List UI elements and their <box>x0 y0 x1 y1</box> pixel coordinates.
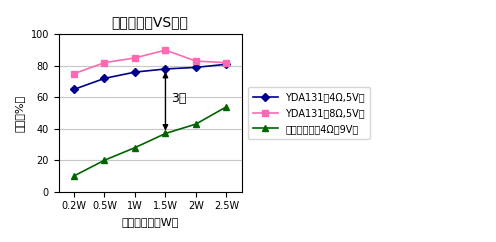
Title: 放大器输出VS效率: 放大器输出VS效率 <box>112 15 188 29</box>
Line: YDA131（4Ω,5V）: YDA131（4Ω,5V） <box>71 61 229 92</box>
模拟放大器（4Ω，9V） <box>102 159 108 162</box>
X-axis label: 放大器输出（W）: 放大器输出（W） <box>122 217 179 227</box>
YDA131（4Ω,5V） <box>71 88 77 91</box>
YDA131（4Ω,5V） <box>193 66 199 69</box>
YDA131（8Ω,5V） <box>224 61 230 64</box>
模拟放大器（4Ω，9V） <box>163 132 169 135</box>
YDA131（8Ω,5V） <box>132 56 138 59</box>
Y-axis label: 效率（%）: 效率（%） <box>15 94 25 132</box>
模拟放大器（4Ω，9V） <box>71 174 77 177</box>
Text: 3倍: 3倍 <box>171 91 186 105</box>
模拟放大器（4Ω，9V） <box>193 123 199 126</box>
YDA131（4Ω,5V） <box>163 68 169 70</box>
模拟放大器（4Ω，9V） <box>224 105 230 108</box>
Legend: YDA131（4Ω,5V）, YDA131（8Ω,5V）, 模拟放大器（4Ω，9V）: YDA131（4Ω,5V）, YDA131（8Ω,5V）, 模拟放大器（4Ω，9… <box>248 87 370 139</box>
Line: YDA131（8Ω,5V）: YDA131（8Ω,5V） <box>71 47 229 76</box>
YDA131（4Ω,5V） <box>224 63 230 66</box>
YDA131（8Ω,5V） <box>193 60 199 62</box>
YDA131（4Ω,5V） <box>102 77 108 80</box>
YDA131（8Ω,5V） <box>102 61 108 64</box>
YDA131（8Ω,5V） <box>71 72 77 75</box>
Line: 模拟放大器（4Ω，9V）: 模拟放大器（4Ω，9V） <box>71 104 229 179</box>
YDA131（8Ω,5V） <box>163 49 169 52</box>
YDA131（4Ω,5V） <box>132 71 138 74</box>
模拟放大器（4Ω，9V） <box>132 146 138 149</box>
